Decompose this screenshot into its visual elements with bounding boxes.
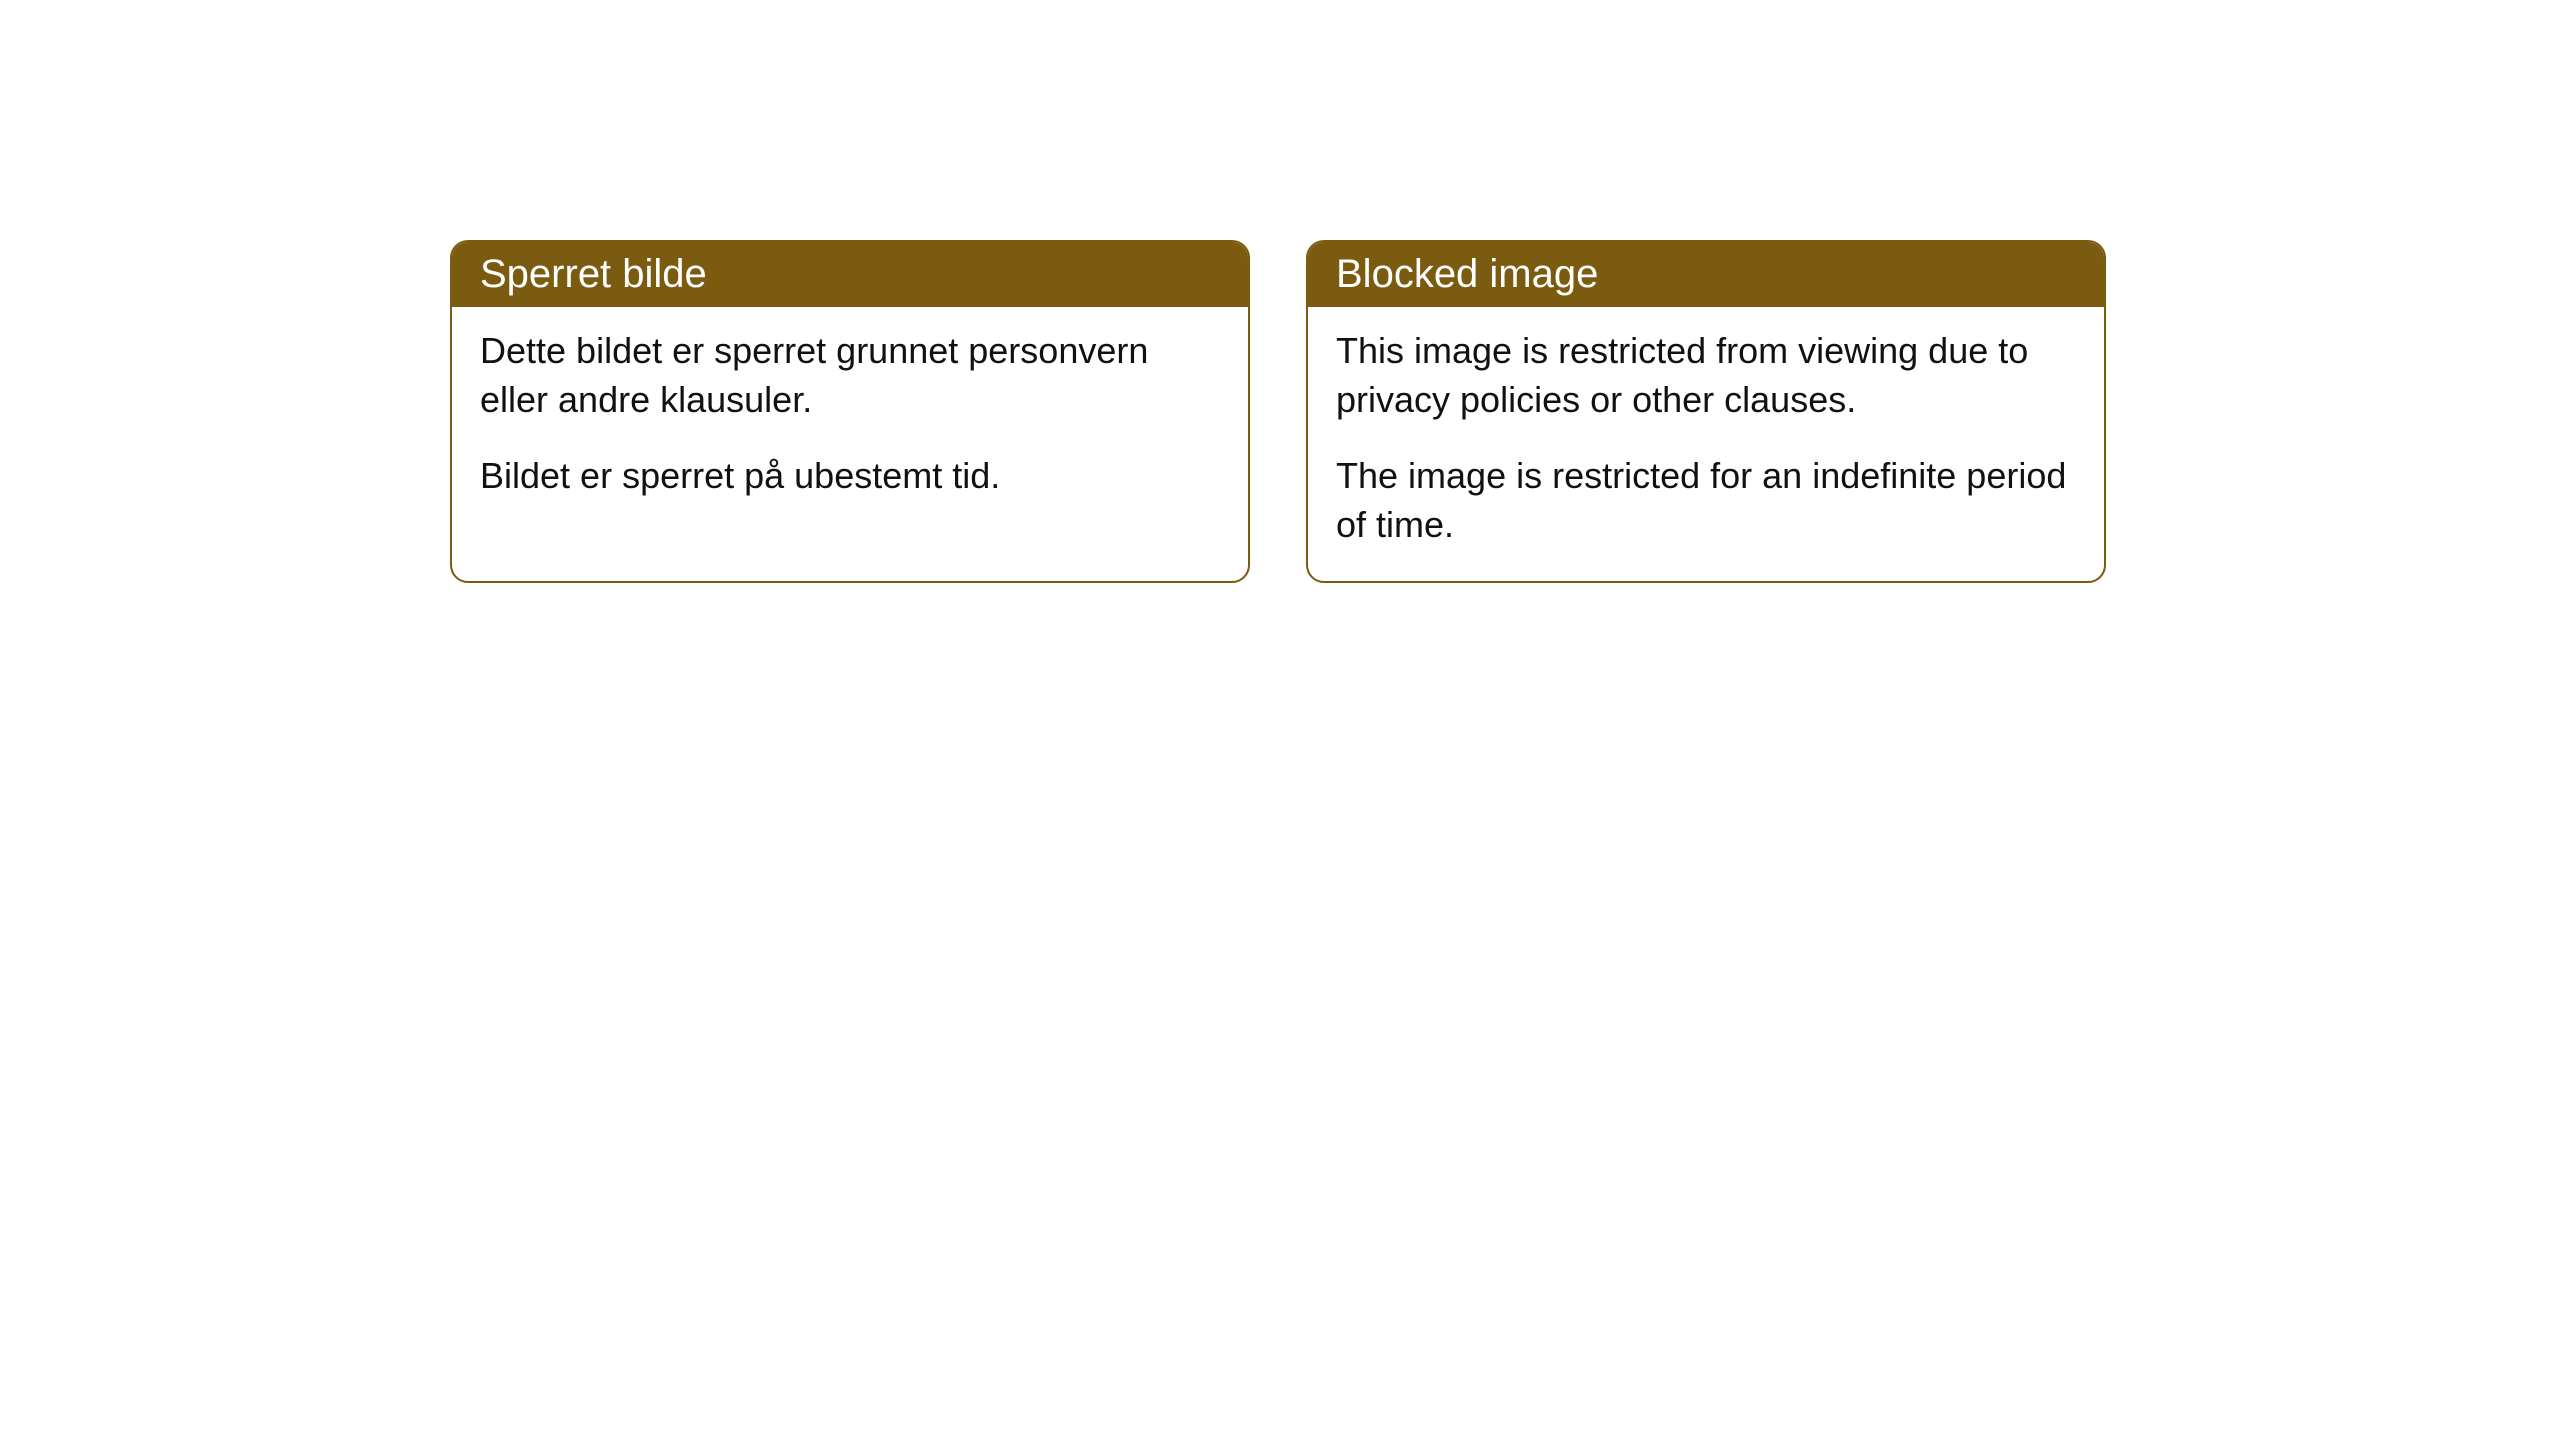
card-text-line-1: This image is restricted from viewing du… xyxy=(1336,327,2076,424)
card-header: Sperret bilde xyxy=(452,242,1248,307)
card-text-line-1: Dette bildet er sperret grunnet personve… xyxy=(480,327,1220,424)
card-body: Dette bildet er sperret grunnet personve… xyxy=(452,307,1248,533)
cards-container: Sperret bilde Dette bildet er sperret gr… xyxy=(450,240,2560,583)
card-body: This image is restricted from viewing du… xyxy=(1308,307,2104,581)
card-text-line-2: The image is restricted for an indefinit… xyxy=(1336,452,2076,549)
card-text-line-2: Bildet er sperret på ubestemt tid. xyxy=(480,452,1220,501)
card-title: Blocked image xyxy=(1336,252,1598,296)
blocked-image-card-norwegian: Sperret bilde Dette bildet er sperret gr… xyxy=(450,240,1250,583)
card-title: Sperret bilde xyxy=(480,252,707,296)
card-header: Blocked image xyxy=(1308,242,2104,307)
blocked-image-card-english: Blocked image This image is restricted f… xyxy=(1306,240,2106,583)
